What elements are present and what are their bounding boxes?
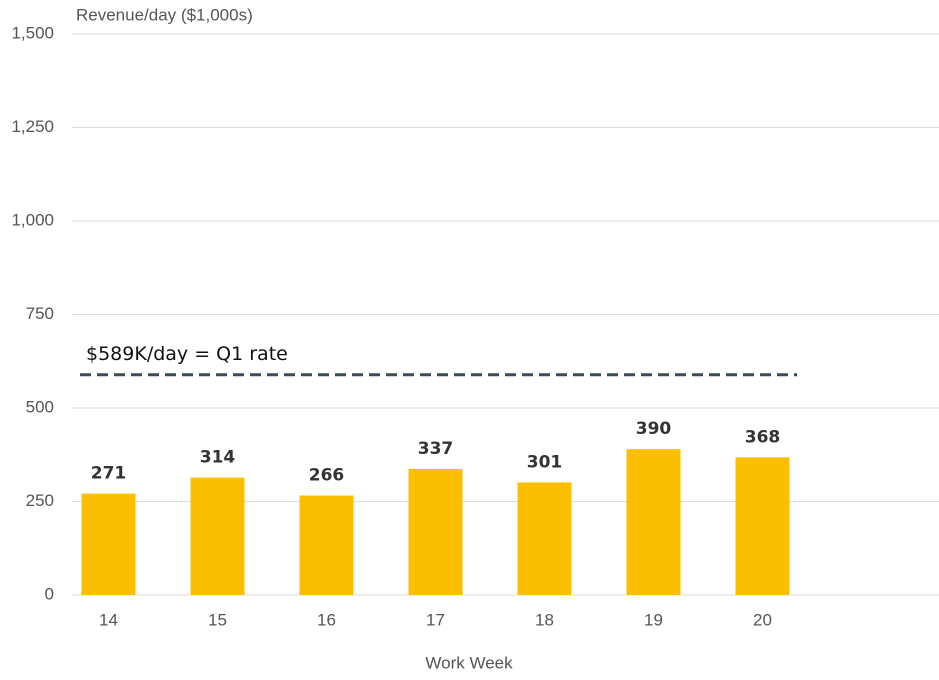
bar xyxy=(408,468,463,595)
data-label: 314 xyxy=(200,448,236,468)
data-label: 271 xyxy=(91,464,127,484)
x-tick-label: 18 xyxy=(535,610,554,629)
data-label: 337 xyxy=(418,439,454,459)
x-tick-label: 20 xyxy=(753,610,772,629)
bar xyxy=(81,493,136,595)
data-label: 266 xyxy=(309,466,345,486)
bar xyxy=(735,457,790,595)
y-axis-label: Revenue/day ($1,000s) xyxy=(76,5,253,24)
y-tick-label: 750 xyxy=(26,304,54,323)
reference-label: $589K/day = Q1 rate xyxy=(86,343,288,365)
bar xyxy=(299,495,354,595)
bar xyxy=(190,477,245,595)
y-tick-label: 250 xyxy=(26,491,54,510)
data-label: 368 xyxy=(745,427,781,447)
x-tick-label: 15 xyxy=(208,610,227,629)
data-label: 390 xyxy=(636,419,672,439)
y-tick-label: 1,000 xyxy=(11,210,54,229)
x-tick-label: 17 xyxy=(426,610,445,629)
x-tick-label: 19 xyxy=(644,610,663,629)
y-tick-label: 1,500 xyxy=(11,23,54,42)
bar xyxy=(517,482,572,595)
y-tick-label: 500 xyxy=(26,397,54,416)
bar xyxy=(626,449,681,595)
x-axis-label: Work Week xyxy=(425,653,513,672)
x-tick-label: 14 xyxy=(99,610,118,629)
y-tick-label: 0 xyxy=(45,584,54,603)
data-label: 301 xyxy=(527,452,563,472)
y-tick-label: 1,250 xyxy=(11,117,54,136)
x-tick-label: 16 xyxy=(317,610,336,629)
